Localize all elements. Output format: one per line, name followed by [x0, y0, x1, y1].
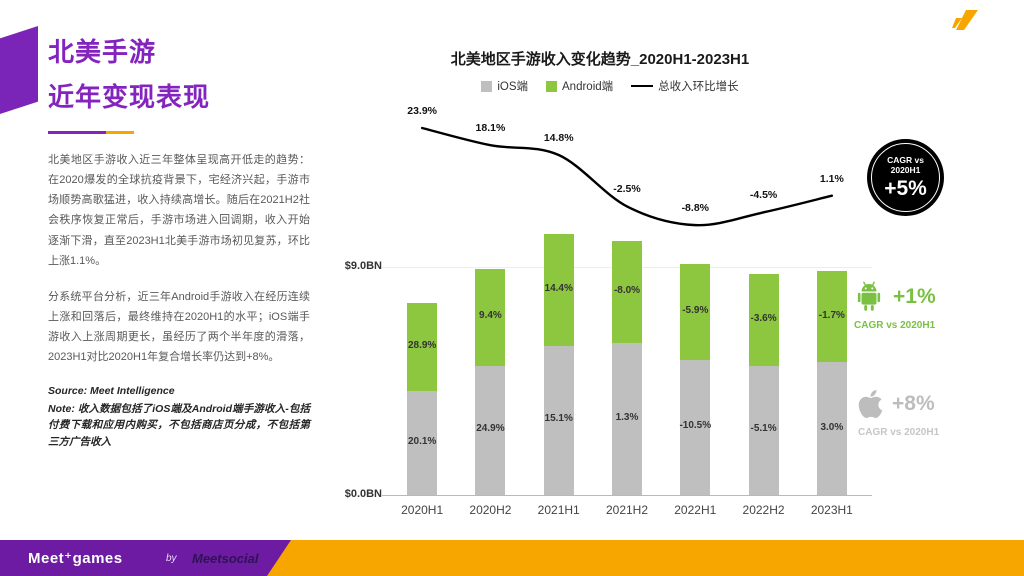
bar-label-ios-2022H1: -10.5%: [679, 420, 712, 432]
x-axis-category-2020H2: 2020H2: [469, 503, 512, 517]
cagr-total-badge-inner: CAGR vs 2020H1 +5%: [871, 143, 940, 212]
bar-segment-android-2020H1: [407, 302, 438, 392]
meet-logo-mark: [952, 10, 978, 30]
x-axis-category-2020H1: 2020H1: [401, 503, 444, 517]
bar-segment-android-2022H1: [680, 263, 711, 360]
bar-segment-android-2020H2: [475, 268, 506, 366]
growth-point-label-2020H1: 23.9%: [407, 105, 438, 117]
bar-label-ios-2021H2: 1.3%: [615, 412, 639, 424]
growth-line-chart: [420, 126, 834, 227]
growth-point-label-2020H2: 18.1%: [475, 122, 506, 135]
line-swatch-icon: [631, 85, 654, 87]
bar-segment-ios-2020H2: [475, 365, 506, 495]
page-title-line2: 近年变现表现: [48, 81, 211, 112]
x-axis-category-2023H1: 2023H1: [810, 503, 853, 517]
android-cagr-caption: CAGR vs 2020H1: [854, 320, 936, 331]
legend-item-ios: iOS端: [481, 78, 528, 94]
meetgames-logo: Meet⁺games: [28, 550, 123, 567]
legend-label-android: Android端: [562, 81, 614, 93]
growth-point-label-2022H2: -4.5%: [749, 189, 778, 202]
android-swatch-icon: [546, 80, 558, 92]
plot-area: 20.1% 28.9% 2020H1 24.9% 9.4% 2020H2 15.1% 14.4…: [382, 105, 872, 520]
bar-segment-android-2023H1: [816, 271, 847, 363]
bar-segment-ios-2022H2: [748, 365, 779, 495]
bar-label-android-2023H1: -1.7%: [818, 309, 845, 321]
bar-label-android-2020H1: 28.9%: [407, 339, 437, 351]
growth-point-label-2023H1: 1.1%: [819, 172, 844, 185]
chart-legend: iOS端 Android端 总收入环比增长: [400, 78, 820, 94]
title-divider: [48, 131, 134, 135]
ios-cagr-caption: CAGR vs 2020H1: [858, 427, 940, 438]
divider-orange-segment: [106, 131, 134, 135]
badge-value: +5%: [884, 177, 927, 201]
bar-label-ios-2020H1: 20.1%: [407, 436, 437, 448]
apple-icon: [858, 390, 883, 418]
growth-point-label-2022H1: -8.8%: [681, 202, 709, 215]
bar-segment-android-2021H1: [543, 234, 574, 346]
bar-label-ios-2023H1: 3.0%: [820, 421, 844, 433]
data-note: Note: 收入数据包括了iOS端及Android端手游收入-包括付费下载和应用…: [48, 402, 310, 449]
cagr-total-badge: CAGR vs 2020H1 +5%: [867, 139, 944, 216]
page-title-line1: 北美手游: [48, 37, 157, 67]
x-axis-category-2021H1: 2021H1: [537, 503, 580, 517]
page-title: 北美手游近年变现表现: [48, 30, 310, 119]
divider-purple-segment: [48, 131, 106, 135]
bar-label-android-2021H2: -8.0%: [613, 284, 641, 296]
x-axis-category-2022H2: 2022H2: [742, 503, 785, 517]
bar-label-ios-2020H2: 24.9%: [476, 423, 505, 435]
meetsocial-logo: Meetsocial: [192, 551, 259, 566]
footer-purple-band: [0, 540, 291, 576]
legend-item-growth-line: 总收入环比增长: [631, 78, 739, 94]
body-paragraph-2: 分系统平台分析，近三年Android手游收入在经历连续上涨和回落后，最终维持在2…: [48, 290, 310, 363]
bar-segment-android-2021H2: [612, 240, 642, 344]
bar-segment-ios-2021H2: [612, 343, 642, 495]
android-cagr-kpi: +1% CAGR vs 2020H1: [854, 280, 964, 331]
bar-label-ios-2021H1: 15.1%: [544, 413, 573, 425]
footer: Meet⁺games by Meetsocial: [0, 540, 1024, 576]
sidebar: 北美手游近年变现表现 北美地区手游收入近三年整体呈现高开低走的趋势：在2020爆…: [48, 30, 310, 451]
bar-segment-ios-2020H1: [407, 391, 438, 495]
legend-item-android: Android端: [546, 78, 613, 94]
bar-segment-ios-2023H1: [816, 362, 847, 495]
ios-swatch-icon: [481, 80, 493, 92]
x-axis-category-2021H2: 2021H2: [605, 503, 649, 517]
legend-label-growth: 总收入环比增长: [658, 81, 739, 93]
ios-cagr-kpi: +8% CAGR vs 2020H1: [858, 388, 968, 438]
bar-label-android-2020H2: 9.4%: [479, 310, 502, 322]
bar-label-android-2021H1: 14.4%: [544, 283, 573, 295]
android-icon: [857, 281, 881, 311]
growth-point-label-2021H2: -2.5%: [613, 183, 641, 196]
body-paragraph-1: 北美地区手游收入近三年整体呈现高开低走的趋势：在2020爆发的全球抗疫背景下，宅…: [48, 154, 310, 267]
source-note: Source: Meet Intelligence: [48, 384, 175, 397]
y-axis-label-top: $9.0BN: [344, 260, 382, 272]
footer-by-label: by: [166, 553, 177, 564]
bar-segment-android-2022H2: [748, 273, 779, 366]
badge-caption-2: 2020H1: [890, 165, 921, 176]
chart-title: 北美地区手游收入变化趋势_2020H1-2023H1: [450, 51, 750, 68]
y-axis-label-bottom: $0.0BN: [344, 488, 382, 500]
title-ribbon: [0, 26, 38, 114]
growth-point-label-2021H1: 14.8%: [543, 132, 574, 145]
bar-segment-ios-2021H1: [543, 345, 574, 495]
bar-label-android-2022H2: -3.6%: [750, 312, 777, 324]
bar-segment-ios-2022H1: [680, 359, 711, 495]
x-axis-category-2022H1: 2022H1: [674, 503, 717, 517]
bar-label-android-2022H1: -5.9%: [682, 304, 709, 316]
ios-kpi-row: +8%: [858, 388, 968, 420]
badge-caption-1: CAGR vs: [887, 154, 924, 165]
x-axis-line: [382, 495, 872, 496]
bar-label-ios-2022H2: -5.1%: [750, 423, 777, 435]
android-kpi-row: +1%: [854, 280, 964, 313]
ios-cagr-value: +8%: [892, 392, 935, 415]
legend-label-ios: iOS端: [497, 81, 529, 93]
android-cagr-value: +1%: [893, 284, 936, 308]
